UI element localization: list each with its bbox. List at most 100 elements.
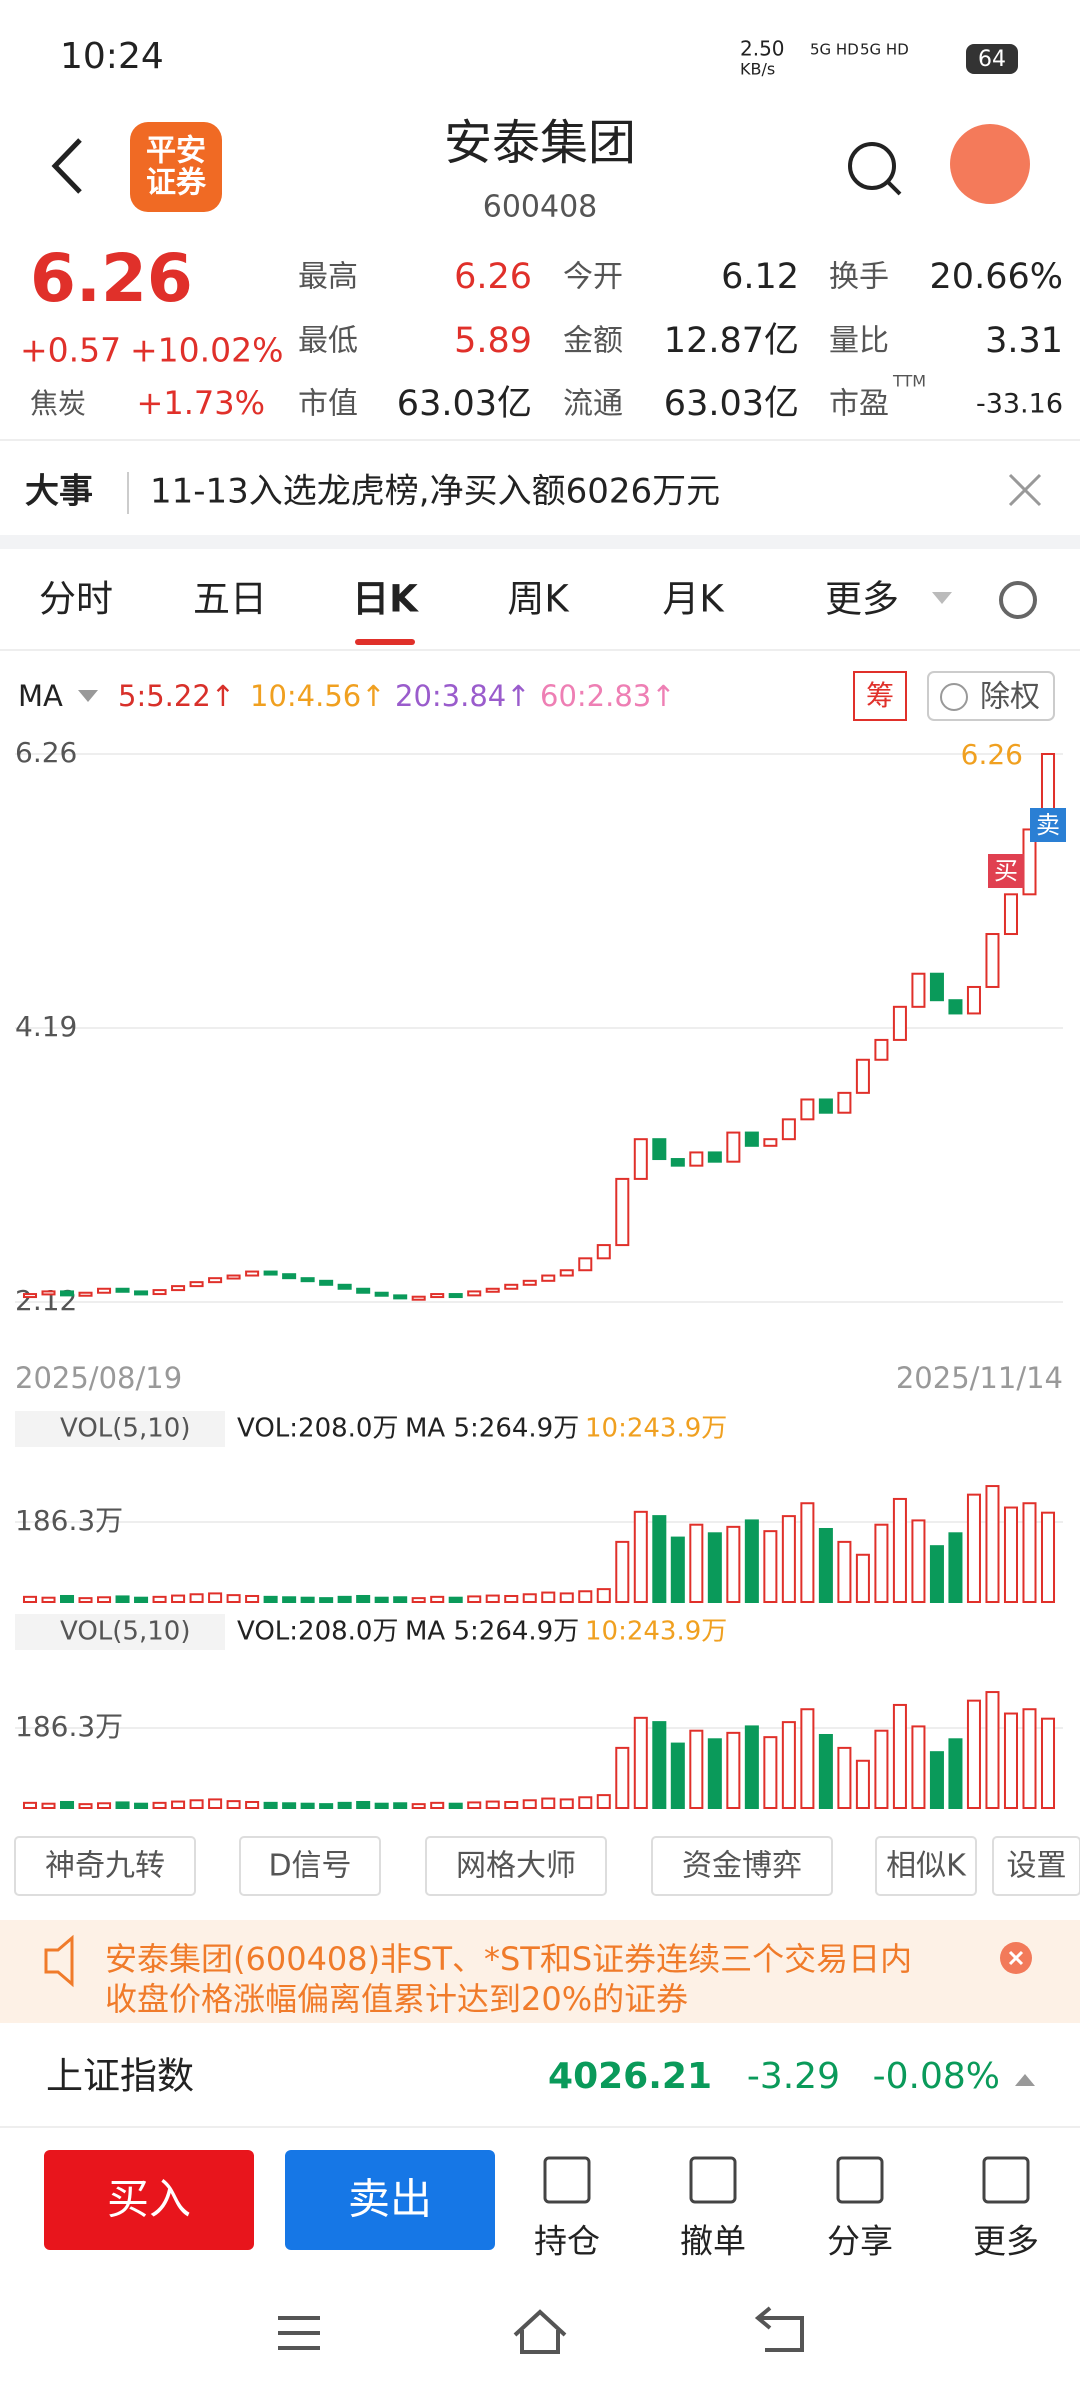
item[interactable]: 分享: [827, 2222, 893, 2261]
ma-value: 60:2.83↑: [540, 679, 676, 713]
volume-bar: [78, 1803, 93, 1809]
logo-text: 平安: [146, 134, 206, 169]
candle: [707, 1151, 722, 1163]
ma-value: 10:4.56↑: [250, 679, 386, 713]
candle: [485, 1287, 500, 1293]
candle: [911, 972, 926, 1008]
volume-bar: [966, 1699, 981, 1809]
volume-bar: [781, 1515, 796, 1604]
vol-label-bg: [15, 1614, 225, 1650]
volume-bar: [1040, 1511, 1056, 1603]
y-tick-label: 6.26: [15, 736, 77, 769]
buy-tag-text: 买: [994, 857, 1018, 885]
volume-bar: [911, 1725, 926, 1809]
tab[interactable]: 周K: [507, 578, 570, 621]
tool-btn[interactable]: [425, 1836, 607, 1896]
chip-btn[interactable]: [853, 671, 907, 721]
volume-bar: [966, 1493, 981, 1603]
tool-btn[interactable]: [239, 1836, 381, 1896]
volume-bar: [115, 1595, 130, 1603]
buy[interactable]: 买入: [107, 2175, 191, 2224]
tool-btn[interactable]: [992, 1836, 1080, 1896]
expand[interactable]: [1015, 2074, 1035, 2086]
adjust[interactable]: 除权: [980, 680, 1040, 715]
sector-pct: +1.73%: [137, 384, 265, 422]
tool[interactable]: 资金博弈: [682, 1849, 802, 1884]
settings[interactable]: [999, 581, 1037, 619]
tool[interactable]: 相似K: [886, 1849, 967, 1884]
candle: [633, 1138, 648, 1180]
candle: [189, 1281, 204, 1288]
ma-value: 20:3.84↑: [395, 679, 531, 713]
volume-bar: [726, 1525, 741, 1604]
volume-bar: [633, 1716, 648, 1810]
search: [886, 180, 902, 196]
tool-btn[interactable]: [651, 1836, 833, 1896]
item-icon: [689, 2156, 737, 2204]
item[interactable]: 更多: [973, 2222, 1039, 2261]
volume-bar: [356, 1594, 371, 1603]
index-change: -3.29: [747, 2056, 840, 2097]
volume-bar: [911, 1519, 926, 1603]
candle: [652, 1138, 667, 1161]
vol-label[interactable]: VOL(5,10): [60, 1617, 190, 1647]
candle: [97, 1287, 112, 1294]
volume-bar: [522, 1799, 537, 1809]
item[interactable]: 撤单: [680, 2222, 746, 2261]
item[interactable]: 持仓: [534, 2222, 600, 2261]
item-icon: [836, 2156, 884, 2204]
tool[interactable]: 设置: [1007, 1849, 1067, 1884]
index-name[interactable]: 上证指数: [46, 2055, 194, 2098]
vol-ma10: 10:243.9万: [585, 1414, 727, 1444]
volume-bar: [985, 1691, 1000, 1810]
candle: [467, 1290, 482, 1297]
speed: 2.50: [740, 37, 785, 61]
tool[interactable]: 网格大师: [456, 1849, 576, 1884]
tab[interactable]: 分时: [39, 578, 113, 621]
nav-back[interactable]: [754, 2306, 804, 2352]
tool-btn[interactable]: [875, 1836, 977, 1896]
volume-bar: [393, 1596, 408, 1604]
volume-bar: [485, 1594, 500, 1603]
chip[interactable]: 筹: [866, 679, 894, 712]
candle: [152, 1289, 167, 1296]
tool[interactable]: D信号: [268, 1849, 351, 1884]
time: 10:24: [60, 36, 164, 77]
adjust-btn[interactable]: [927, 671, 1055, 721]
volume-bar: [78, 1597, 93, 1603]
news-text[interactable]: 11-13入选龙虎榜,净买入额6026万元: [150, 472, 720, 512]
vol-ma5: MA 5:264.9万: [405, 1414, 579, 1444]
back[interactable]: [51, 138, 82, 194]
tab[interactable]: 日K: [352, 578, 419, 621]
candle: [892, 1005, 907, 1041]
volume-bar: [226, 1594, 241, 1604]
sell[interactable]: 卖出: [348, 2175, 432, 2224]
candle: [670, 1158, 685, 1167]
tab[interactable]: 更多: [825, 578, 899, 621]
speaker: [44, 1934, 74, 1988]
candle: [559, 1269, 574, 1277]
tool[interactable]: 神奇九转: [45, 1849, 165, 1884]
tab[interactable]: 五日: [193, 578, 267, 621]
close[interactable]: [1008, 473, 1042, 507]
volume-bar: [1003, 1506, 1018, 1603]
volume-bar: [596, 1794, 611, 1810]
nav-menu[interactable]: [278, 2316, 320, 2350]
candle: [615, 1177, 630, 1247]
candle: [818, 1098, 833, 1114]
nav-home[interactable]: [513, 2309, 567, 2354]
volume-bar: [504, 1800, 519, 1809]
search[interactable]: [848, 142, 896, 190]
vol-label[interactable]: VOL(5,10): [60, 1414, 190, 1444]
buy-btn[interactable]: [44, 2150, 254, 2250]
tool-btn[interactable]: [14, 1836, 196, 1896]
tab[interactable]: 月K: [662, 578, 725, 621]
date-start: 2025/08/19: [15, 1361, 182, 1395]
avatar[interactable]: [950, 124, 1030, 204]
sell-btn[interactable]: [285, 2150, 495, 2250]
candle: [337, 1283, 352, 1290]
volume-bar: [171, 1594, 186, 1603]
candle: [411, 1295, 426, 1301]
index-pct: -0.08%: [873, 2056, 1000, 2097]
volume-bar: [855, 1759, 870, 1810]
